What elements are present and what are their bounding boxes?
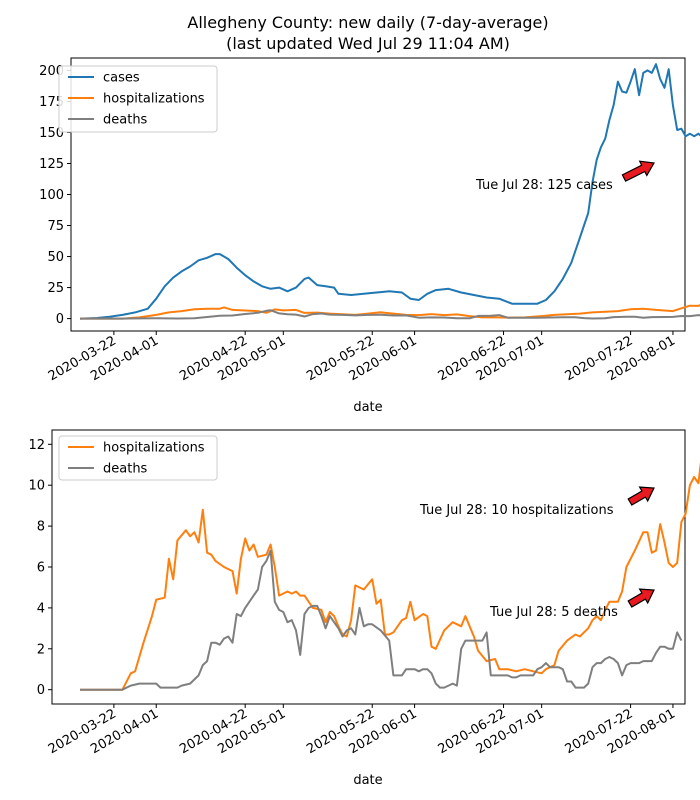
legend: cases hospitalizations deaths: [58, 65, 218, 133]
series-line-deaths: [80, 549, 683, 691]
series-line-deaths: [80, 309, 700, 320]
legend-box: [58, 65, 218, 133]
top-chart: 02550751001251501752002020-03-222020-04-…: [39, 57, 700, 415]
y-tick-label: 200: [39, 64, 64, 79]
series-line-hospitalizations: [80, 304, 700, 320]
y-tick-label: 12: [28, 438, 45, 453]
series-line-hospitalizations: [80, 461, 700, 691]
annotation-text: Tue Jul 28: 125 cases: [475, 178, 613, 193]
y-tick-label: 10: [28, 479, 45, 494]
chart-title-line1: Allegheny County: new daily (7-day-avera…: [187, 13, 548, 32]
chart-title-line2: (last updated Wed Jul 29 11:04 AM): [226, 34, 510, 53]
x-axis-label: date: [353, 400, 382, 415]
legend-box: [58, 435, 218, 481]
x-axis-label: date: [353, 773, 382, 788]
annotation-text: Tue Jul 28: 10 hospitalizations: [419, 503, 614, 518]
y-tick-label: 100: [39, 188, 64, 203]
y-tick-label: 0: [37, 683, 45, 698]
y-tick-label: 75: [47, 219, 64, 234]
legend: hospitalizations deaths: [58, 435, 218, 481]
legend-label-deaths: deaths: [103, 462, 148, 477]
annotation-arrow: [621, 160, 655, 182]
y-tick-label: 0: [56, 312, 64, 327]
legend-label-hospitalizations: hospitalizations: [103, 441, 205, 456]
annotation-arrow: [627, 486, 655, 506]
legend-label-deaths: deaths: [103, 113, 148, 128]
y-tick-label: 175: [39, 95, 64, 110]
annotation-arrow: [627, 588, 655, 608]
y-tick-label: 50: [47, 250, 64, 265]
legend-label-cases: cases: [103, 71, 140, 86]
series-line-cases: [79, 63, 700, 320]
y-tick-label: 2: [37, 642, 45, 657]
y-tick-label: 25: [47, 281, 64, 296]
y-tick-label: 150: [39, 126, 64, 141]
annotation-text: Tue Jul 28: 5 deaths: [489, 605, 618, 620]
y-tick-label: 6: [37, 561, 45, 576]
y-tick-label: 4: [37, 601, 45, 616]
legend-label-hospitalizations: hospitalizations: [103, 92, 205, 107]
y-tick-label: 8: [37, 520, 45, 535]
y-tick-label: 125: [39, 157, 64, 172]
